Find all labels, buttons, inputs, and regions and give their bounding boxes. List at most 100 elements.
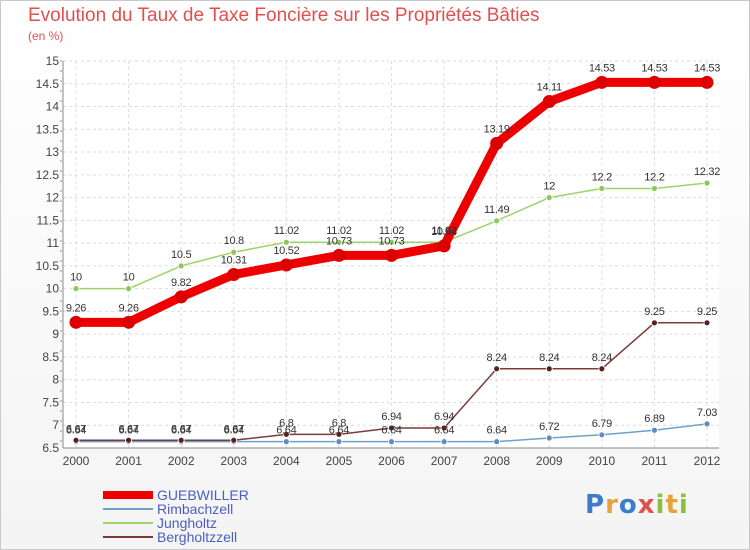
data-label-bergholtzzell: 6.67 [171,423,191,435]
data-point-jungholtz [651,185,658,192]
data-label-bergholtzzell: 8.24 [487,352,507,364]
proxiti-logo: Proxiti [585,490,689,520]
x-tick-label: 2011 [642,454,668,468]
y-tick-label: 11.5 [37,213,60,227]
data-label-guebwiller: 10.94 [431,226,457,238]
y-axis-minor-dot [60,150,62,152]
data-label-bergholtzzell: 6.94 [381,411,401,423]
y-tick-label: 9.5 [42,304,59,318]
data-label-jungholtz: 10.5 [171,249,191,261]
legend-swatch-guebwiller [103,491,153,499]
data-label-bergholtzzell: 8.24 [592,352,612,364]
data-label-guebwiller: 14.11 [537,82,562,94]
data-label-bergholtzzell: 8.24 [539,352,559,364]
y-tick-label: 14 [46,100,60,114]
y-axis-unit: (en %) [28,29,64,43]
data-label-rimbachzell: 6.64 [487,425,507,437]
data-label-rimbachzell: 6.64 [224,425,244,437]
data-label-bergholtzzell: 6.67 [224,423,244,435]
y-tick-label: 8 [52,373,59,387]
y-axis-minor-dot [60,440,62,442]
data-label-guebwiller: 10.73 [326,235,352,247]
data-point-jungholtz [125,285,132,293]
y-axis-minor-dot [60,320,62,322]
y-tick-label: 7 [52,418,59,432]
y-axis-minor-dot [60,360,62,362]
y-axis-minor-dot [60,210,62,212]
data-label-rimbachzell: 6.64 [118,425,138,437]
data-point-guebwiller [700,75,714,89]
x-tick-label: 2006 [378,454,405,468]
chart-title: Evolution du Taux de Taxe Foncière sur l… [28,5,540,26]
data-label-bergholtzzell: 6.94 [434,411,454,423]
y-tick-label: 9 [52,327,59,341]
data-label-rimbachzell: 6.64 [381,425,401,437]
data-point-guebwiller [595,75,609,89]
data-point-bergholtzzell [335,430,343,438]
y-axis-minor-dot [60,100,62,102]
y-axis-minor-dot [60,90,62,92]
y-axis-minor-dot [60,300,62,302]
y-axis-minor-dot [60,420,62,422]
legend-swatch-jungholtz [103,522,153,524]
data-point-guebwiller [174,290,188,304]
data-label-jungholtz: 11.02 [326,225,351,237]
data-point-rimbachzell [493,438,501,446]
y-axis-minor-dot [60,370,62,372]
data-point-guebwiller [227,268,241,282]
data-point-guebwiller [385,248,398,262]
y-axis-minor-dot [60,430,62,432]
data-point-bergholtzzell [177,436,185,444]
data-label-guebwiller: 14.53 [694,62,720,74]
data-point-jungholtz [493,217,501,225]
y-axis-minor-dot [60,230,62,232]
data-point-bergholtzzell [598,365,606,373]
data-point-rimbachzell [703,420,711,428]
data-point-guebwiller [279,258,293,272]
y-tick-label: 14.5 [36,77,60,91]
data-label-rimbachzell: 6.64 [434,425,454,437]
logo-letter: t [665,490,679,520]
data-label-guebwiller: 10.31 [221,255,247,267]
data-label-jungholtz: 11.49 [484,204,509,216]
y-axis-minor-dot [60,170,62,172]
data-point-guebwiller [437,239,451,253]
logo-letter: i [678,490,689,520]
data-label-rimbachzell: 6.89 [644,413,664,425]
legend-label: Bergholtzzell [157,529,238,545]
data-point-guebwiller [69,315,83,329]
data-point-rimbachzell [282,438,290,446]
logo-letter: o [618,490,638,520]
x-tick-label: 2005 [326,454,353,468]
data-point-rimbachzell [651,426,658,434]
x-tick-label: 2007 [431,454,458,468]
data-point-guebwiller [122,315,136,329]
data-point-bergholtzzell [282,430,290,438]
data-label-bergholtzzell: 6.67 [118,423,138,435]
data-point-bergholtzzell [651,319,658,327]
y-tick-label: 7.5 [42,395,59,409]
data-point-jungholtz [282,238,290,246]
data-point-bergholtzzell [545,365,553,373]
x-tick-label: 2009 [536,454,563,468]
y-axis-minor-dot [60,310,62,312]
y-axis-minor-dot [60,290,62,292]
data-label-bergholtzzell: 6.8 [332,417,347,429]
y-axis-minor-dot [60,350,62,352]
y-axis-minor-dot [60,250,62,252]
y-axis-minor-dot [60,280,62,282]
x-tick-label: 2008 [483,454,510,468]
y-axis-minor-dot [60,340,62,342]
legend-label: Jungholtz [157,515,217,531]
x-tick-label: 2001 [115,454,142,468]
legend-label: Rimbachzell [157,501,234,517]
x-tick-label: 2000 [63,454,90,468]
data-point-guebwiller [490,136,504,150]
y-axis-minor-dot [60,220,62,222]
data-label-rimbachzell: 6.64 [66,425,86,437]
data-label-bergholtzzell: 6.8 [279,417,294,429]
legend-swatch-rimbachzell [103,508,153,510]
data-point-jungholtz [388,238,395,246]
data-point-jungholtz [703,179,711,187]
